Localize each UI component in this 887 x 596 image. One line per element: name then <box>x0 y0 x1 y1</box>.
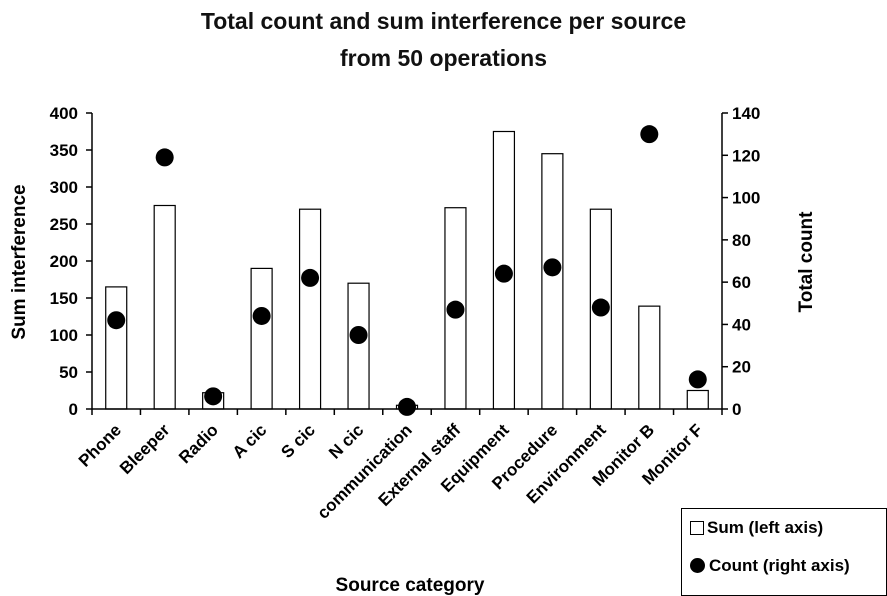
x-tick-label-5: N cic <box>325 420 367 462</box>
point-12 <box>688 370 707 389</box>
legend-label-sum: Sum (left axis) <box>707 518 824 537</box>
bar-11 <box>638 305 661 410</box>
legend-item-count: Count (right axis) <box>690 556 850 576</box>
point-2 <box>204 387 223 406</box>
y-left-tick-label-5: 250 <box>50 215 78 234</box>
point-7 <box>446 300 465 319</box>
x-axis-label: Source category <box>336 575 485 596</box>
y-left-tick-label-1: 50 <box>59 363 78 382</box>
chart-title-line-2: from 50 operations <box>339 45 548 71</box>
x-tick-label-4: S cic <box>277 420 319 462</box>
bar-4 <box>298 208 322 410</box>
y-right-tick-label-7: 140 <box>732 104 760 123</box>
chart-title-line-1: Total count and sum interference per sou… <box>200 8 687 34</box>
x-tick-label-3: A cic <box>229 420 271 462</box>
y-left-tick-label-0: 0 <box>69 400 78 419</box>
bar-12 <box>686 389 709 410</box>
point-5 <box>349 326 368 344</box>
point-0 <box>107 311 126 330</box>
y-right-tick-label-2: 40 <box>732 315 751 334</box>
point-3 <box>252 306 271 325</box>
x-tick-label-1: Bleeper <box>116 420 174 478</box>
legend-swatch-dot <box>690 558 705 573</box>
point-6 <box>398 397 416 416</box>
y-left-tick-label-7: 350 <box>50 141 78 160</box>
y-left-tick-label-3: 150 <box>50 289 78 308</box>
legend-label-count: Count (right axis) <box>709 556 850 575</box>
point-11 <box>640 125 659 144</box>
bar-5 <box>347 282 370 410</box>
y-right-tick-label-6: 120 <box>732 146 760 165</box>
point-4 <box>301 268 320 287</box>
point-10 <box>591 298 610 317</box>
chart-legend: Sum (left axis) Count (right axis) <box>681 508 887 596</box>
bar-3 <box>250 267 273 410</box>
y-left-tick-label-8: 400 <box>50 104 78 123</box>
point-9 <box>543 258 562 277</box>
bar-0 <box>105 286 128 410</box>
y-axis-right-label: Total count <box>796 211 817 313</box>
y-right-tick-label-1: 20 <box>732 358 751 377</box>
y-right-tick-label-0: 0 <box>732 400 741 419</box>
legend-swatch-bar <box>690 521 704 535</box>
y-left-tick-label-6: 300 <box>50 178 78 197</box>
x-tick-label-2: Radio <box>175 420 222 467</box>
point-8 <box>494 264 513 283</box>
y-right-tick-label-5: 100 <box>732 189 760 208</box>
y-left-tick-label-4: 200 <box>50 252 78 271</box>
y-left-tick-label-2: 100 <box>50 326 78 345</box>
point-1 <box>155 148 174 167</box>
y-right-tick-label-4: 80 <box>732 231 751 250</box>
bar-9 <box>541 153 564 410</box>
bar-1 <box>153 204 176 410</box>
legend-item-sum: Sum (left axis) <box>690 518 823 538</box>
y-axis-left-label: Sum interference <box>9 184 30 339</box>
y-right-tick-label-3: 60 <box>732 273 751 292</box>
